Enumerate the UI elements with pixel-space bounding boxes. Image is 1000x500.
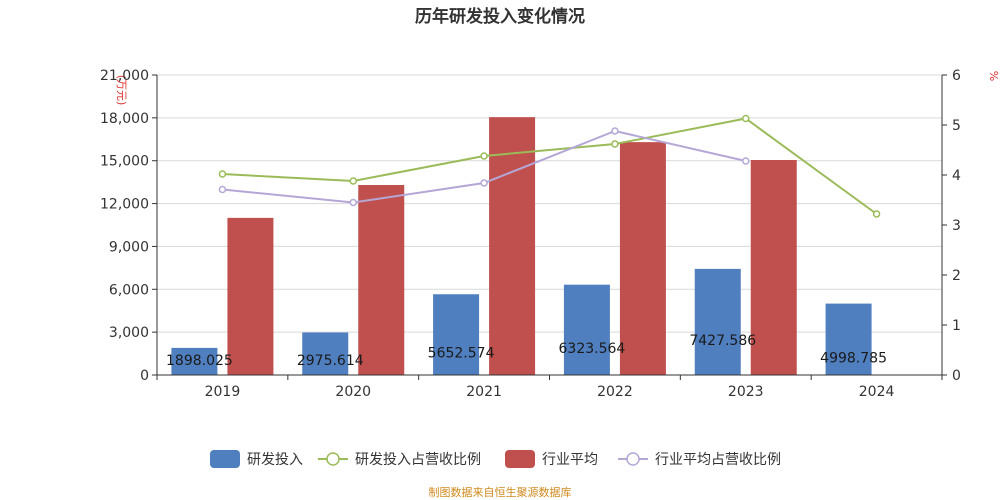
- right-tick-label: 2: [952, 268, 961, 284]
- x-tick-label-2024: 2024: [859, 384, 895, 400]
- bar-rd-investment-2021: [433, 294, 480, 375]
- line-rd-ratio: [222, 117, 878, 215]
- bar-industry-average-2021: [489, 117, 536, 376]
- point-industry-ratio-2019: [218, 185, 227, 194]
- legend-marker-industry-ratio: [626, 452, 640, 466]
- bar-marks: [171, 117, 872, 376]
- left-tick-label: 0: [140, 368, 149, 384]
- legend[interactable]: 研发投入 研发投入占营收比例 行业平均 行业平均占营收比例: [210, 450, 781, 468]
- bar-industry-average-2022: [619, 142, 666, 375]
- bar-rd-investment-2022: [563, 284, 610, 375]
- x-tick-label-2019: 2019: [205, 384, 241, 400]
- left-tick-label: 18,000: [100, 111, 149, 127]
- data-label-rd-investment-2020: 2975.614: [297, 353, 364, 369]
- right-tick-label: 1: [952, 318, 961, 334]
- bar-rd-investment-2019: [171, 347, 218, 375]
- right-axis-ticks: 0 1 2 3 4 5 6: [942, 68, 961, 384]
- right-tick-label: 4: [952, 168, 961, 184]
- line-marks: [218, 114, 881, 218]
- x-axis-ticks: 2019 2020 2021 2022 2023 2024: [156, 375, 943, 400]
- left-tick-label: 9,000: [109, 239, 149, 255]
- bar-industry-average-2020: [358, 185, 405, 375]
- data-label-rd-investment-2024: 4998.785: [820, 350, 887, 366]
- point-industry-ratio-2020: [349, 198, 357, 207]
- left-axis-unit: (万元): [115, 75, 128, 106]
- bar-rd-investment-2020: [302, 332, 349, 375]
- axes: [156, 75, 943, 376]
- bar-industry-average-2023: [750, 160, 797, 375]
- legend-swatch-rd-investment: [210, 450, 240, 468]
- legend-swatch-industry-average: [505, 450, 535, 468]
- left-tick-label: 6,000: [109, 282, 149, 298]
- data-labels: 1898.025 2975.614 5652.574 6323.564 7427.586…: [166, 333, 887, 369]
- chart-title: 历年研发投入变化情况: [415, 6, 585, 27]
- point-industry-ratio-2022: [611, 127, 619, 135]
- point-rd-ratio-2021: [480, 152, 488, 160]
- left-tick-label: 21,000: [100, 68, 149, 84]
- data-label-rd-investment-2019: 1898.025: [166, 353, 233, 369]
- point-rd-ratio-2023: [742, 114, 750, 123]
- data-label-rd-investment-2023: 7427.586: [689, 333, 756, 349]
- left-tick-label: 12,000: [100, 197, 149, 213]
- gridlines: [157, 74, 942, 333]
- legend-label-rd-ratio: 研发投入占营收比例: [355, 452, 481, 468]
- left-tick-label: 3,000: [109, 325, 149, 341]
- point-rd-ratio-2020: [349, 177, 357, 185]
- legend-label-industry-ratio: 行业平均占营收比例: [655, 452, 781, 468]
- x-tick-label-2020: 2020: [335, 384, 371, 400]
- legend-marker-rd-ratio: [326, 452, 340, 466]
- data-label-rd-investment-2021: 5652.574: [428, 346, 495, 362]
- legend-label-industry-average: 行业平均: [542, 452, 598, 468]
- x-tick-label-2023: 2023: [728, 384, 764, 400]
- point-rd-ratio-2024: [872, 210, 881, 218]
- legend-label-rd-investment: 研发投入: [247, 452, 303, 468]
- line-industry-ratio: [222, 129, 746, 204]
- source-note: 制图数据来自恒生聚源数据库: [429, 485, 572, 499]
- bar-rd-investment-2024: [825, 303, 872, 375]
- bar-industry-average-2019: [227, 217, 274, 375]
- point-industry-ratio-2021: [480, 179, 488, 187]
- left-tick-label: 15,000: [100, 154, 149, 170]
- right-tick-label: 6: [952, 68, 961, 84]
- point-rd-ratio-2019: [218, 170, 227, 178]
- x-tick-label-2022: 2022: [597, 384, 633, 400]
- data-label-rd-investment-2022: 6323.564: [559, 341, 626, 357]
- bar-rd-investment-2023: [694, 268, 741, 375]
- right-tick-label: 5: [952, 118, 961, 134]
- left-axis-ticks: 0 3,000 6,000 9,000 12,000 15,000 18,000 21,000: [100, 68, 157, 384]
- point-rd-ratio-2022: [611, 140, 619, 148]
- right-tick-label: 3: [952, 218, 961, 234]
- point-industry-ratio-2023: [742, 157, 750, 165]
- x-tick-label-2021: 2021: [466, 384, 502, 400]
- right-axis-unit: %: [987, 71, 1000, 81]
- right-tick-label: 0: [952, 368, 961, 384]
